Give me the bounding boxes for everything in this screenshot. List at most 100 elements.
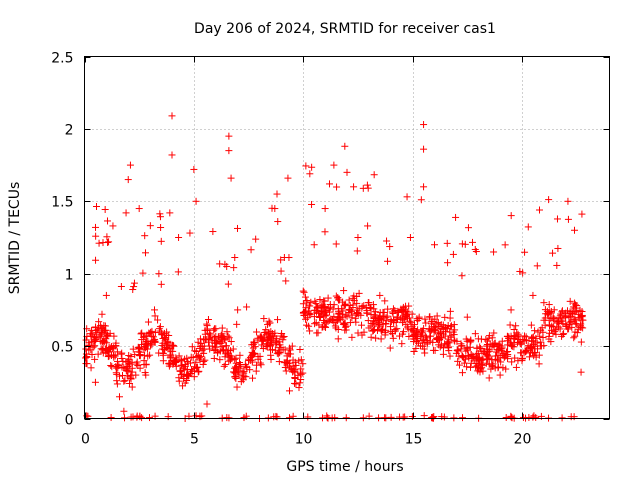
data-point: [291, 379, 299, 387]
data-point: [507, 212, 515, 220]
data-point: [340, 287, 348, 295]
data-point: [176, 367, 184, 375]
data-point: [320, 303, 328, 311]
data-point: [229, 345, 237, 353]
data-point: [359, 414, 367, 422]
data-point: [91, 333, 99, 341]
data-point: [513, 329, 521, 337]
y-tick-label: 0: [65, 413, 74, 429]
data-point: [295, 357, 303, 365]
data-point: [126, 379, 134, 387]
data-point: [521, 348, 529, 356]
data-point: [218, 333, 226, 341]
data-point: [422, 319, 430, 327]
data-point: [377, 335, 385, 343]
data-point: [227, 174, 235, 182]
data-point: [380, 309, 388, 317]
data-point: [383, 237, 391, 245]
data-point: [169, 341, 177, 349]
data-point: [122, 365, 130, 373]
data-point: [225, 357, 233, 365]
data-point: [98, 346, 106, 354]
data-point: [553, 261, 561, 269]
data-point: [545, 309, 553, 317]
data-point: [506, 321, 514, 329]
data-point: [388, 308, 396, 316]
data-point: [338, 314, 346, 322]
data-point: [536, 332, 544, 340]
data-point: [447, 322, 455, 330]
data-point: [497, 345, 505, 353]
data-point: [155, 270, 163, 278]
data-point: [304, 307, 312, 315]
data-point: [285, 414, 293, 422]
data-point: [271, 205, 279, 213]
data-point: [166, 209, 174, 217]
data-point: [157, 224, 165, 232]
data-point: [248, 358, 256, 366]
data-point: [279, 346, 287, 354]
data-point: [391, 326, 399, 334]
data-point: [165, 359, 173, 367]
data-point: [369, 301, 377, 309]
data-point: [478, 347, 486, 355]
data-point: [447, 323, 455, 331]
data-point: [446, 352, 454, 360]
data-point: [441, 313, 449, 321]
data-point: [127, 375, 135, 383]
data-point: [389, 334, 397, 342]
data-point: [136, 364, 144, 372]
data-point: [89, 342, 97, 350]
data-point: [521, 248, 529, 256]
data-point: [240, 414, 248, 422]
data-point: [319, 323, 327, 331]
data-point: [575, 314, 583, 322]
data-point: [469, 352, 477, 360]
x-tick-label: 15: [405, 432, 423, 448]
data-point: [196, 413, 204, 421]
x-tick-label: 10: [295, 432, 313, 448]
data-point: [494, 346, 502, 354]
data-point: [521, 332, 529, 340]
data-point: [203, 322, 211, 330]
data-point: [458, 353, 466, 361]
data-point: [556, 325, 564, 333]
data-point: [117, 282, 125, 290]
data-point: [172, 354, 180, 362]
data-point: [332, 240, 340, 248]
data-point: [467, 363, 475, 371]
data-point: [367, 322, 375, 330]
data-point: [259, 337, 267, 345]
data-point: [114, 364, 122, 372]
data-point: [140, 346, 148, 354]
data-point: [367, 311, 375, 319]
data-point: [224, 280, 232, 288]
data-point: [223, 328, 231, 336]
data-point: [186, 229, 194, 237]
data-point: [526, 343, 534, 351]
data-point: [265, 319, 273, 327]
data-point: [531, 327, 539, 335]
data-point: [330, 161, 338, 169]
data-point: [476, 356, 484, 364]
data-point: [225, 147, 233, 155]
data-point: [92, 223, 100, 231]
data-point: [555, 319, 563, 327]
data-point: [330, 313, 338, 321]
data-point: [477, 335, 485, 343]
data-point: [334, 305, 342, 313]
data-point: [464, 224, 472, 232]
data-point: [107, 361, 115, 369]
data-point: [517, 349, 525, 357]
data-point: [196, 356, 204, 364]
data-point: [349, 301, 357, 309]
data-point: [140, 357, 148, 365]
data-point: [230, 264, 238, 272]
data-point: [341, 142, 349, 150]
data-point: [541, 306, 549, 314]
x-axis-label: GPS time / hours: [286, 459, 403, 475]
data-point: [469, 238, 477, 246]
data-point: [439, 350, 447, 358]
data-point: [382, 326, 390, 334]
data-point: [142, 371, 150, 379]
